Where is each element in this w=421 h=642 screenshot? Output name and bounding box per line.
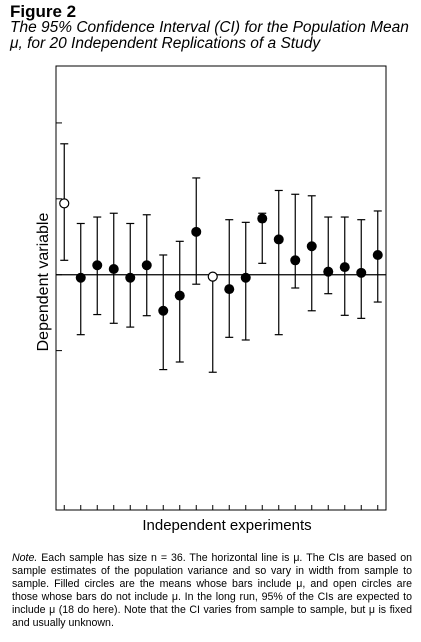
mean-point-filled	[141, 260, 152, 271]
note-text: Each sample has size n = 36. The horizon…	[12, 552, 412, 629]
figure-title: The 95% Confidence Interval (CI) for the…	[10, 19, 409, 52]
figure-label: Figure 2	[10, 2, 77, 21]
mean-point-filled	[290, 255, 301, 266]
plot-frame	[55, 65, 387, 511]
mean-point-filled	[158, 305, 169, 316]
mean-point-filled	[273, 234, 284, 245]
plot-border	[55, 65, 387, 511]
mean-point-filled	[257, 213, 268, 224]
mean-point-filled	[224, 284, 235, 295]
mean-point-filled	[92, 260, 103, 271]
mean-point-open	[59, 198, 70, 209]
note-label: Note.	[12, 552, 38, 564]
axes	[55, 122, 387, 510]
mean-point-filled	[339, 262, 350, 273]
ci-marks	[59, 143, 383, 373]
mean-point-filled	[125, 272, 136, 283]
figure-note: Note. Each sample has size n = 36. The h…	[12, 552, 412, 630]
mean-point-filled	[240, 272, 251, 283]
mean-point-filled	[108, 264, 119, 275]
mean-point-open	[207, 271, 218, 282]
mean-point-filled	[191, 226, 202, 237]
x-axis-label: Independent experiments	[142, 517, 311, 534]
y-axis-label: Dependent variable	[35, 213, 52, 352]
mean-point-filled	[323, 266, 334, 277]
mean-point-filled	[75, 272, 86, 283]
mean-point-filled	[174, 290, 185, 301]
mean-point-filled	[372, 249, 383, 260]
mean-point-filled	[306, 241, 317, 252]
mean-point-filled	[356, 267, 367, 278]
